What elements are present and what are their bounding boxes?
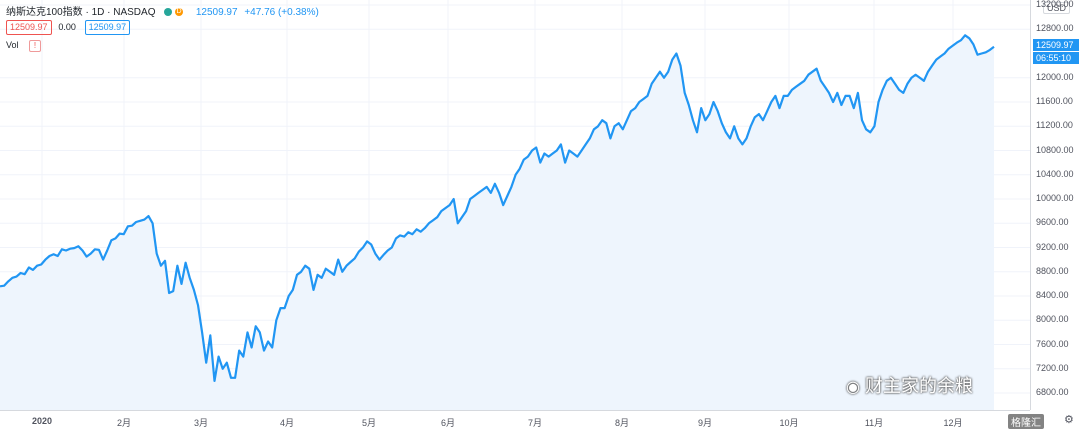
time-tick-label: 3月 [193,418,209,428]
price-axis[interactable]: USD 13200.00 12800.00 12000.00 11600.00 1120… [1030,0,1080,410]
price-tick-label: 12000.00 [1036,71,1074,82]
time-tick-label: 2月 [116,418,132,428]
price-tick-label: 10400.00 [1036,168,1074,179]
price-line-series [0,34,995,382]
last-price-tag: 12509.97 [1033,39,1079,51]
price-tick-label: 11200.00 [1036,120,1073,131]
price-tick-label: 9200.00 [1036,241,1069,252]
symbol-title[interactable]: 纳斯达克100指数 · 1D · NASDAQ [6,7,156,18]
price-area-fill [0,35,994,410]
market-status-icon [164,8,173,17]
bid-button[interactable]: 12509.97 [6,20,52,35]
price-tick-label: 7200.00 [1036,362,1069,373]
watermark-text: 财主家的余粮 [864,376,973,396]
change-value: +47.76 (+0.38%) [244,7,319,18]
time-tick-label: 7月 [527,418,543,428]
gelonghui-logo: 格隆汇 [1008,414,1044,429]
time-tick-label: 11月 [864,418,884,428]
time-tick-label: 8月 [614,418,630,428]
price-chart[interactable] [0,0,1030,410]
last-price-value: 12509.97 [1036,40,1074,50]
last-value: 12509.97 [195,7,238,18]
time-tick-label: 4月 [279,418,295,428]
time-tick-label: 9月 [697,418,713,428]
bar-countdown-value: 06:55:10 [1036,53,1072,63]
wechat-logo-icon: ◉ [846,379,860,396]
price-tick-label: 9600.00 [1036,217,1069,228]
chart-area[interactable]: 纳斯达克100指数 · 1D · NASDAQ D 12509.97 +47.7… [0,0,1030,410]
warning-icon[interactable]: ! [29,40,42,52]
currency-label[interactable]: USD [1043,2,1071,14]
volume-label[interactable]: Vol [6,40,19,50]
price-tick-label: 8800.00 [1036,265,1069,276]
time-tick-label: 2020 [31,416,53,426]
price-tick-label: 11600.00 [1036,96,1073,106]
legend-row-symbol: 纳斯达克100指数 · 1D · NASDAQ D 12509.97 +47.7… [6,3,319,18]
time-tick-label: 6月 [440,418,456,428]
price-tick-label: 6800.00 [1036,387,1069,397]
time-tick-label: 5月 [361,418,377,428]
spread-value: 0.00 [58,22,76,32]
price-tick-label: 8000.00 [1036,314,1069,325]
legend-row-volume: Vol ! [6,40,42,52]
corner-logo-text: 格隆汇 [1011,418,1041,429]
price-tick-label: 13200.00 [1036,0,1074,9]
delayed-data-icon: D [175,8,184,17]
price-tick-label: 7600.00 [1036,338,1069,349]
price-tick-label: 10000.00 [1036,193,1074,203]
settings-gear-icon[interactable]: ⚙ [1064,414,1074,426]
bar-countdown-tag: 06:55:10 [1033,52,1079,64]
wechat-watermark: ◉ 财主家的余粮 [846,372,973,398]
price-tick-label: 8400.00 [1036,290,1069,300]
price-tick-label: 10800.00 [1036,144,1074,155]
time-tick-label: 10月 [779,418,799,428]
ask-button[interactable]: 12509.97 [84,20,131,35]
price-tick-label: 12800.00 [1036,23,1074,34]
time-axis[interactable]: 2020 2月 3月 4月 5月 6月 7月 8月 9月 10月 11月 12月 [0,410,1030,432]
time-tick-label: 12月 [943,418,963,428]
legend-row-bid-ask: 12509.97 0.00 12509.97 [6,20,134,35]
